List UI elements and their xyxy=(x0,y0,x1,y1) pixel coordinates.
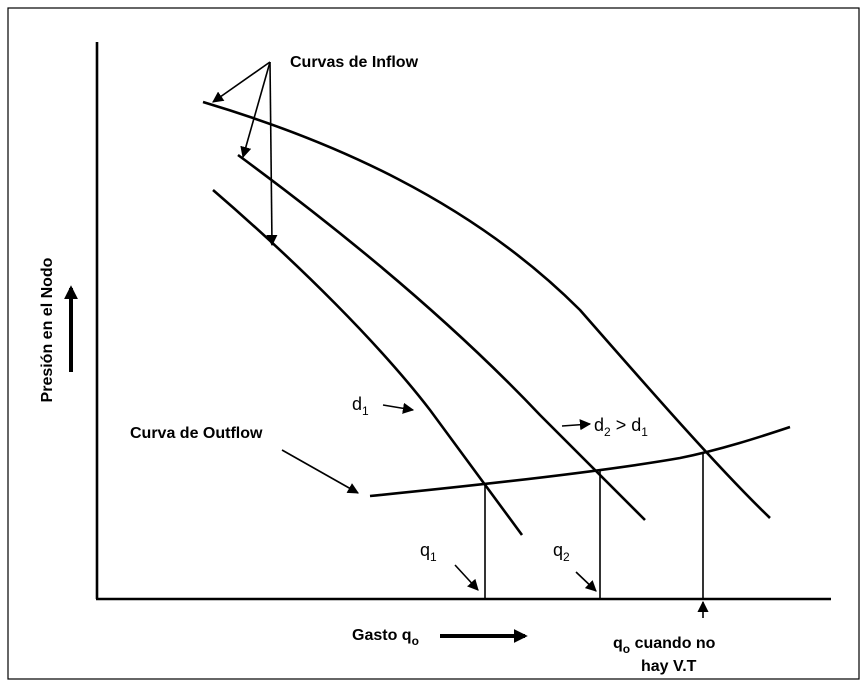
arrow xyxy=(212,61,271,103)
label-sub: 1 xyxy=(641,425,648,439)
d1-label: d1 xyxy=(352,394,369,418)
outflow-curve xyxy=(369,425,791,498)
arrow xyxy=(281,449,359,494)
arrow xyxy=(382,402,415,414)
label-part: q xyxy=(613,635,623,652)
label-part: d xyxy=(594,415,604,435)
label-part: cuando no xyxy=(630,635,716,652)
label-sub: 2 xyxy=(563,550,570,564)
qo-label-line2: hay V.T xyxy=(641,658,697,675)
label-sub: o xyxy=(412,634,419,648)
qo-label: qo cuando no xyxy=(613,635,716,656)
inflow-curve xyxy=(202,100,771,519)
frame xyxy=(7,7,860,680)
arrow xyxy=(454,564,479,591)
d2-label: d2 > d1 xyxy=(594,415,648,439)
inflow-curve xyxy=(237,153,646,521)
label-part: q xyxy=(420,540,430,560)
label-part: Gasto q xyxy=(352,627,412,644)
label-sub: 1 xyxy=(430,550,437,564)
arrow xyxy=(240,61,271,159)
inflow-label: Curvas de Inflow xyxy=(290,54,419,71)
label-part: > d xyxy=(611,415,642,435)
arrow xyxy=(266,61,278,247)
label-sub: 1 xyxy=(362,404,369,418)
y-axis-label: Presión en el Nodo xyxy=(39,257,56,402)
label-part: q xyxy=(553,540,563,560)
arrow xyxy=(575,571,597,592)
inflow-curve xyxy=(212,189,524,536)
arrow xyxy=(561,419,592,431)
label-part: d xyxy=(352,394,362,414)
q1-label: q1 xyxy=(420,540,437,564)
label-sub: o xyxy=(623,642,630,656)
outflow-label: Curva de Outflow xyxy=(130,425,263,442)
label-sub: 2 xyxy=(604,425,611,439)
x-axis-label: Gasto qo xyxy=(352,627,419,648)
q2-label: q2 xyxy=(553,540,570,564)
